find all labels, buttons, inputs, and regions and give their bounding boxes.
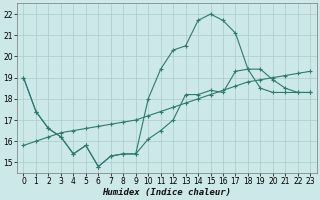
- X-axis label: Humidex (Indice chaleur): Humidex (Indice chaleur): [102, 188, 231, 197]
